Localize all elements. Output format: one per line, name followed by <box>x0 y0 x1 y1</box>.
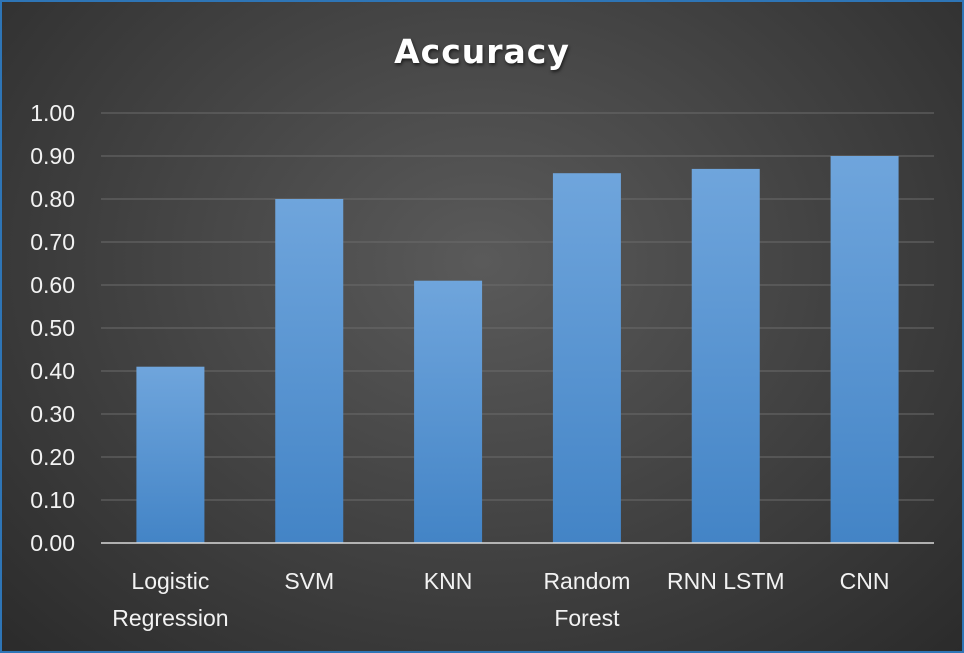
y-tick-label: 0.60 <box>30 272 75 298</box>
x-category-labels: Logistic Regression SVM KNN Random Forest RNN … <box>112 568 889 631</box>
x-category-label: CNN <box>840 568 890 594</box>
x-category-label: Logistic Regression <box>112 568 228 631</box>
y-tick-label: 0.80 <box>30 186 75 212</box>
bars <box>136 156 899 543</box>
gridlines <box>101 112 934 501</box>
bar <box>552 173 621 543</box>
bar <box>414 280 483 543</box>
chart-title: Accuracy <box>394 32 570 71</box>
y-tick-label: 0.90 <box>30 143 75 169</box>
y-tick-label: 1.00 <box>30 100 75 126</box>
y-tick-label: 0.10 <box>30 487 75 513</box>
y-tick-label: 0.30 <box>30 401 75 427</box>
y-tick-label: 0.00 <box>30 530 75 556</box>
y-tick-label: 0.50 <box>30 315 75 341</box>
y-tick-labels: 0.00 0.10 0.20 0.30 0.40 0.50 0.60 0.70 0.80 0.90… <box>30 100 75 556</box>
x-category-label: Random Forest <box>543 568 630 631</box>
y-tick-label: 0.20 <box>30 444 75 470</box>
bar <box>136 366 205 543</box>
y-tick-label: 0.40 <box>30 358 75 384</box>
x-category-label: SVM <box>284 568 334 594</box>
bar <box>691 168 760 543</box>
bar <box>275 199 344 543</box>
x-category-label: RNN LSTM <box>667 568 785 594</box>
bar <box>830 156 899 543</box>
x-category-label: KNN <box>424 568 473 594</box>
y-tick-label: 0.70 <box>30 229 75 255</box>
